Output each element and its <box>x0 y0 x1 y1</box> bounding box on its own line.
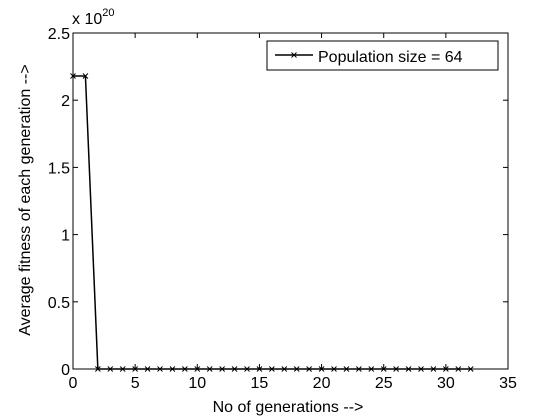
x-tick-label: 30 <box>437 375 455 392</box>
data-point-marker <box>107 366 114 372</box>
plot-area <box>72 32 509 370</box>
data-point-marker <box>95 366 101 372</box>
x-tick-label: 0 <box>69 375 78 392</box>
y-axis-label: Average fitness of each generation --> <box>17 64 34 335</box>
data-point-marker <box>269 366 275 372</box>
y-tick-label: 2.5 <box>48 26 70 43</box>
data-point-marker <box>281 366 288 372</box>
data-point-marker <box>368 366 375 372</box>
legend-marker <box>291 52 297 58</box>
data-point-marker <box>219 366 225 372</box>
data-point-marker <box>169 366 176 372</box>
data-point-marker <box>244 366 250 372</box>
data-point-marker <box>430 366 437 372</box>
data-point-marker <box>393 366 399 372</box>
data-point-marker <box>318 366 325 372</box>
x-tick-label: 20 <box>313 375 331 392</box>
x-tick-label: 35 <box>499 375 517 392</box>
y-tick-label: 0.5 <box>48 295 70 312</box>
data-point-marker <box>331 366 337 372</box>
data-point-marker <box>418 366 424 372</box>
x-axis: 0 5 10 15 20 25 30 35 <box>69 33 517 392</box>
y-multiplier-exponent: 20 <box>102 7 114 19</box>
data-point-marker <box>206 366 213 372</box>
y-tick-label: 2 <box>61 93 70 110</box>
y-tick-label: 1 <box>61 228 70 245</box>
y-axis: 0 0.5 1 1.5 2 2.5 <box>48 26 508 379</box>
x-tick-label: 15 <box>251 375 269 392</box>
plot-frame <box>72 32 509 370</box>
data-point-marker <box>380 366 387 372</box>
data-point-marker <box>455 366 462 372</box>
x-tick-label: 10 <box>188 375 206 392</box>
data-point-marker <box>467 366 474 372</box>
data-point-marker <box>306 366 312 372</box>
data-point-marker <box>356 366 362 372</box>
legend: Population size = 64 <box>266 40 499 71</box>
data-point-marker <box>82 73 89 79</box>
x-tick-label: 5 <box>131 375 140 392</box>
data-point-marker <box>256 366 263 372</box>
legend-label: Population size = 64 <box>318 49 463 66</box>
data-point-marker <box>70 73 76 79</box>
data-point-marker <box>343 366 350 372</box>
series-layer <box>70 73 474 372</box>
data-point-marker <box>443 366 449 372</box>
data-point-marker <box>132 366 138 372</box>
y-multiplier-label: x 1020 <box>72 7 115 28</box>
data-point-marker <box>405 366 412 372</box>
y-tick-label: 0 <box>61 362 70 379</box>
y-multiplier-base: x 10 <box>72 11 102 28</box>
y-tick-label: 1.5 <box>48 160 70 177</box>
data-point-marker <box>157 366 163 372</box>
x-tick-label: 25 <box>375 375 393 392</box>
data-point-marker <box>293 366 300 372</box>
x-axis-label: No of generations --> <box>213 399 364 416</box>
data-point-marker <box>144 366 151 372</box>
legend-line-sample <box>275 52 313 58</box>
data-point-marker <box>182 366 188 372</box>
data-point-marker <box>194 366 201 372</box>
data-point-marker <box>119 366 126 372</box>
data-point-marker <box>231 366 238 372</box>
